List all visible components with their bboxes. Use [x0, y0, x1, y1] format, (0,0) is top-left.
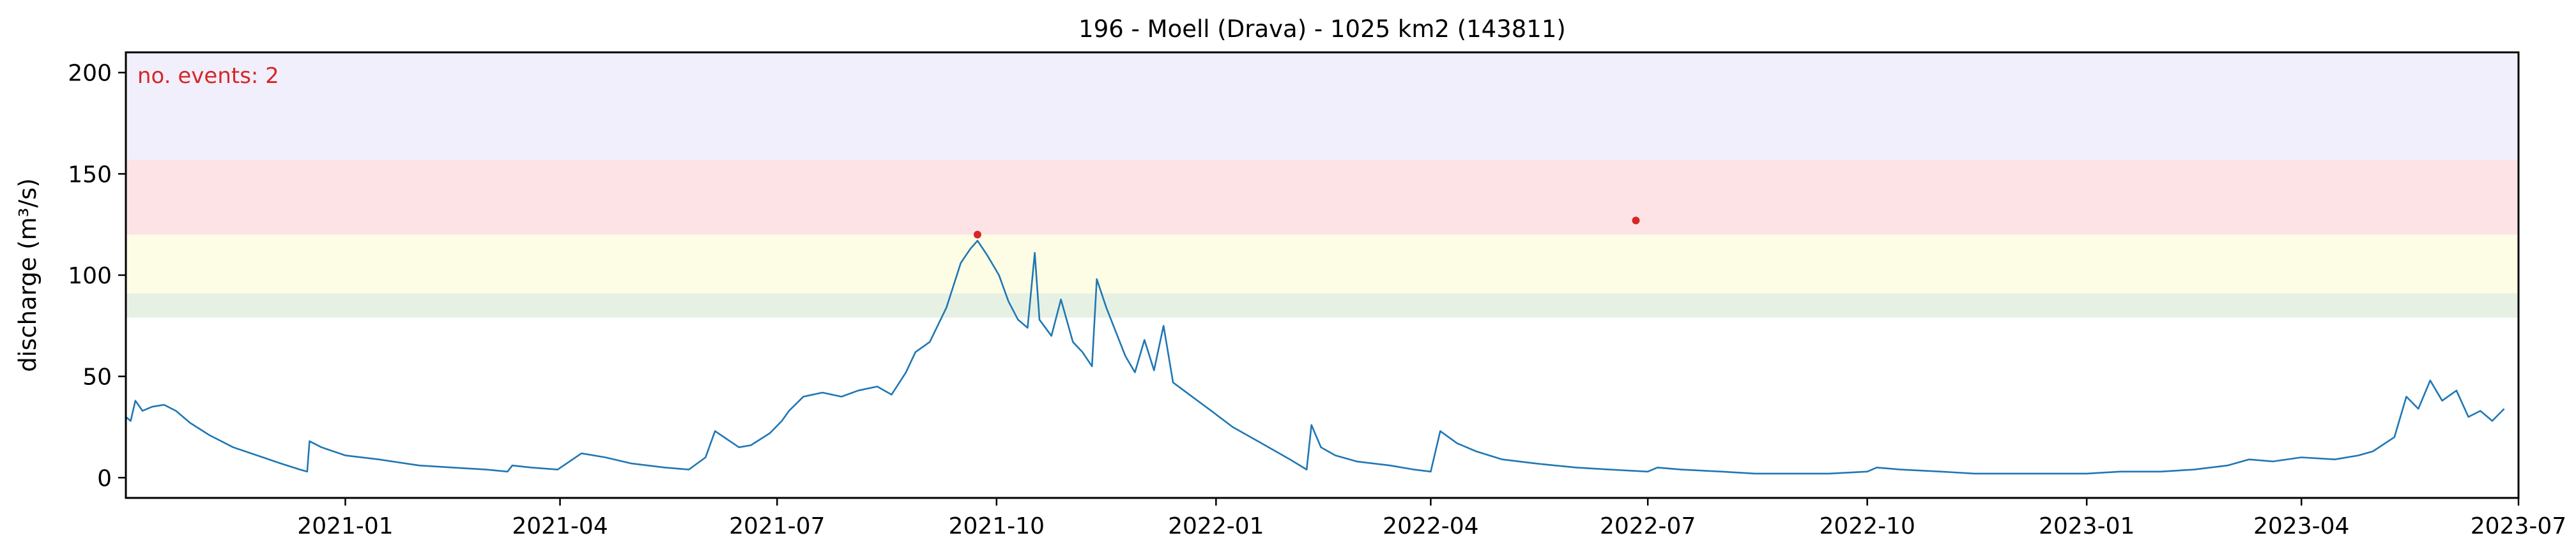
x-tick-label-5: 2022-04 [1383, 513, 1478, 539]
event-marker-1 [1632, 216, 1640, 225]
threshold-band-0 [126, 293, 2518, 318]
x-tick-label-6: 2022-07 [1600, 513, 1696, 539]
event-markers [973, 216, 1640, 239]
chart-title: 196 - Moell (Drava) - 1025 km2 (143811) [1078, 15, 1566, 43]
threshold-bands [126, 52, 2518, 318]
x-tick-label-0: 2021-01 [297, 513, 393, 539]
x-tick-label-10: 2023-07 [2471, 513, 2566, 539]
y-tick-label-4: 200 [68, 61, 112, 87]
y-axis: 0 50 100 150 200 [68, 61, 126, 492]
threshold-band-2 [126, 160, 2518, 235]
x-tick-label-2: 2021-07 [729, 513, 825, 539]
x-tick-label-7: 2022-10 [1819, 513, 1915, 539]
discharge-series [125, 239, 2505, 475]
event-marker-0 [973, 230, 981, 239]
x-tick-label-9: 2023-04 [2253, 513, 2349, 539]
x-tick-label-8: 2023-01 [2039, 513, 2135, 539]
y-tick-label-3: 150 [68, 162, 112, 188]
discharge-line-0 [125, 239, 2505, 475]
y-tick-label-1: 50 [82, 364, 112, 391]
x-tick-label-3: 2021-10 [949, 513, 1045, 539]
x-tick-label-4: 2022-01 [1168, 513, 1264, 539]
y-tick-label-2: 100 [68, 263, 112, 289]
y-tick-label-0: 0 [97, 465, 112, 492]
event-count-annotation: no. events: 2 [137, 63, 279, 89]
y-axis-label: discharge (m³/s) [14, 178, 42, 372]
threshold-band-1 [126, 234, 2518, 294]
x-tick-label-1: 2021-04 [512, 513, 608, 539]
threshold-band-3 [126, 52, 2518, 160]
x-axis: 2021-01 2021-04 2021-07 2021-10 2022-01 2022-… [297, 498, 2566, 539]
